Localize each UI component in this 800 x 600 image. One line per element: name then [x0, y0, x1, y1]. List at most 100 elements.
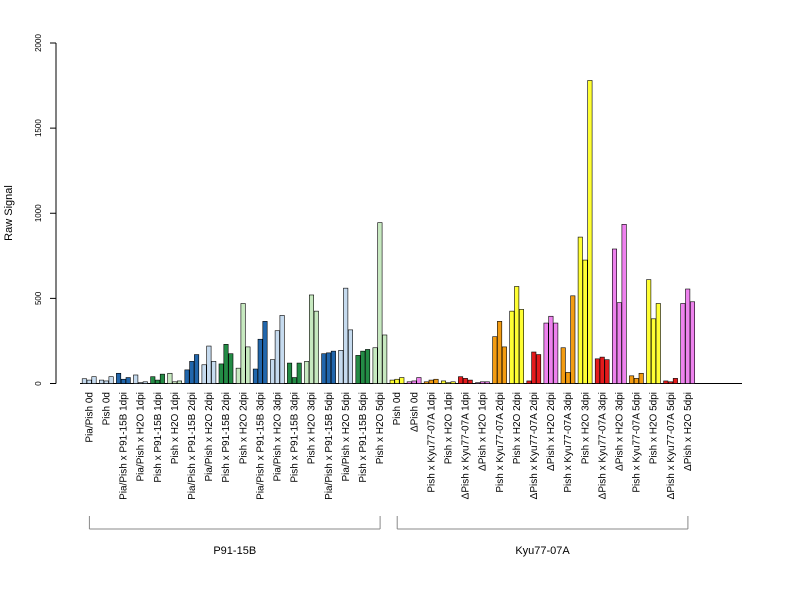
bar: [416, 377, 422, 384]
bar: [142, 381, 148, 384]
bar: [223, 344, 229, 384]
bar: [440, 380, 446, 384]
bar-series: [80, 80, 742, 384]
x-tick-label: Pish x H2O 5dpi: [649, 392, 660, 464]
bar: [228, 353, 234, 384]
x-tick-label: Pia/Pish x H2O 3dpi: [273, 392, 284, 482]
bar: [382, 334, 388, 384]
bar: [326, 352, 332, 384]
bar: [252, 368, 258, 384]
bar: [475, 382, 481, 384]
y-axis: 0 500 1000 1500 2000: [34, 34, 57, 386]
x-tick-label: Pish 0d: [392, 392, 403, 425]
bar: [116, 372, 122, 384]
bar: [467, 379, 473, 384]
bar: [570, 295, 576, 384]
bar: [423, 381, 429, 384]
x-tick-label: ΔPish x Kyu77-07A 3dpi: [597, 392, 608, 499]
bar: [108, 376, 114, 384]
bar: [347, 329, 353, 384]
bar: [330, 350, 336, 384]
bar: [287, 362, 293, 384]
bar: [531, 351, 537, 384]
group-brackets: P91-15B Kyu77-07A: [88, 516, 689, 557]
bar: [133, 374, 139, 384]
bar: [638, 372, 644, 384]
bar: [399, 377, 405, 384]
bar: [604, 359, 610, 384]
bar: [321, 353, 327, 384]
bar: [172, 381, 178, 384]
y-axis-label: Raw Signal: [3, 185, 15, 241]
bar: [257, 338, 263, 384]
bar: [120, 378, 126, 384]
bar: [177, 380, 183, 384]
bar: [484, 381, 490, 384]
bar: [262, 321, 268, 384]
bar: [560, 347, 566, 384]
bar: [411, 380, 417, 384]
bar: [650, 318, 656, 384]
x-tick-label: Pish x Kyu77-07A 1dpi: [426, 392, 437, 493]
x-tick-label: Pia/Pish 0d: [84, 392, 95, 443]
bar: [526, 380, 532, 384]
bar: [125, 377, 131, 384]
bar: [150, 376, 156, 384]
bar: [518, 309, 524, 384]
bar: [458, 376, 464, 384]
bar: [621, 224, 627, 384]
bar: [291, 377, 297, 384]
bar: [536, 354, 542, 384]
bar: [668, 381, 674, 384]
bar: [235, 367, 241, 384]
x-tick-label: ΔPish 0d: [409, 392, 420, 432]
y-tick-label: 0: [34, 381, 43, 386]
bar: [201, 364, 207, 384]
bar: [594, 358, 600, 384]
x-tick-label: Pish x P91-15B 1dpi: [153, 392, 164, 483]
group-label: Kyu77-07A: [515, 545, 570, 557]
x-tick-label: Pish x P91-15B 5dpi: [358, 392, 369, 483]
bar: [308, 294, 314, 384]
x-tick-label: Pia/Pish x P91-15B 2dpi: [187, 392, 198, 500]
bar: [433, 378, 439, 384]
bar: [218, 363, 224, 384]
bar: [514, 286, 520, 384]
y-tick-label: 2000: [34, 34, 43, 52]
bar: [99, 379, 105, 384]
bar: [269, 359, 275, 384]
bar: [479, 381, 485, 384]
bar: [646, 279, 652, 384]
bar: [377, 222, 383, 384]
bar: [279, 315, 285, 384]
bar: [103, 380, 109, 384]
bar: [587, 80, 593, 384]
x-tick-labels: Pia/Pish 0d Pish 0d Pia/Pish x P91-15B 1dp…: [84, 392, 694, 500]
x-tick-label: Pish x H2O 1dpi: [444, 392, 455, 464]
bar: [81, 378, 87, 384]
bar: [492, 336, 498, 384]
bar: [372, 347, 378, 384]
bar: [274, 330, 280, 384]
bar: [206, 345, 212, 384]
bar: [211, 361, 217, 384]
bar: [565, 372, 571, 384]
y-tick-label: 500: [34, 291, 43, 305]
bar: [599, 356, 605, 384]
bar: [355, 355, 361, 384]
x-tick-label: Pia/Pish x P91-15B 1dpi: [119, 392, 130, 500]
bar: [304, 361, 310, 384]
bar: [445, 382, 451, 384]
bar: [680, 303, 686, 384]
bar: [159, 373, 165, 384]
bar: [86, 379, 92, 384]
bar: [582, 259, 588, 384]
x-tick-label: Pish x H2O 1dpi: [170, 392, 181, 464]
x-tick-label: Pia/Pish x P91-15B 5dpi: [324, 392, 335, 500]
x-tick-label: Pish x Kyu77-07A 2dpi: [495, 392, 506, 493]
x-tick-label: ΔPish x Kyu77-07A 1dpi: [461, 392, 472, 499]
bar: [296, 362, 302, 384]
bar: [629, 375, 635, 384]
bar: [497, 321, 503, 384]
